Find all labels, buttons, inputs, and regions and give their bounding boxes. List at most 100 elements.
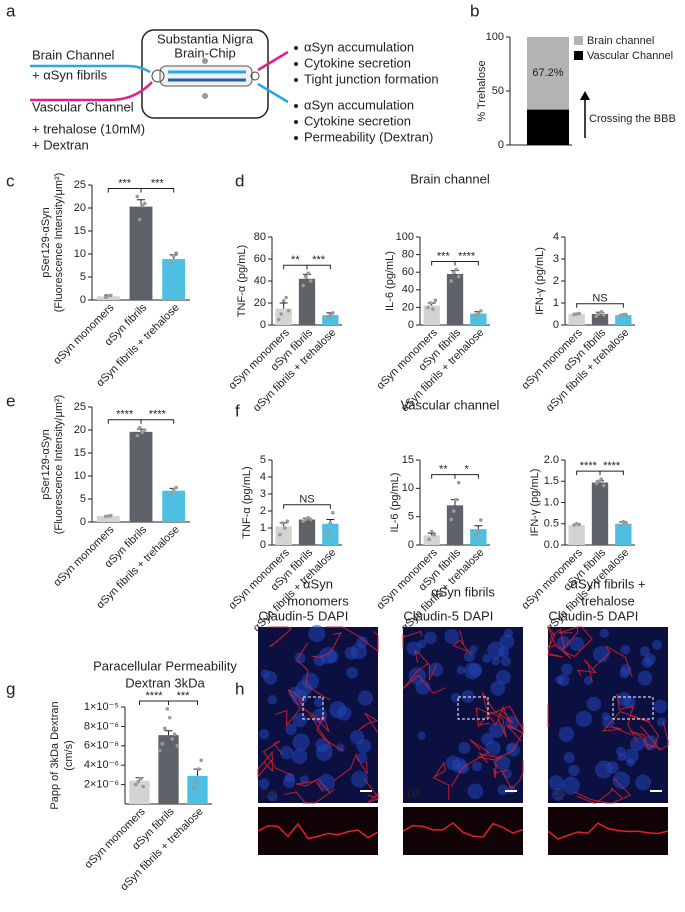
nucleus [350,729,365,745]
nucleus [619,667,630,679]
data-point [594,481,599,486]
nucleus [583,676,593,685]
data-point [301,283,306,288]
significance-bracket [140,188,175,193]
junction [450,739,490,788]
bar [298,278,316,325]
nucleus [315,744,333,761]
junction [402,630,423,649]
nucleus [258,778,270,790]
nucleus [444,629,460,645]
data-point [331,510,335,515]
nucleus [652,640,662,650]
data-point [172,732,177,736]
significance-bracket [599,470,624,476]
nucleus [456,665,466,675]
nucleus [557,674,570,687]
panel-label: g [6,679,15,698]
nucleus [317,774,335,792]
y-tick-label: 5 [408,511,414,523]
y-tick-label: 20 [402,301,414,313]
nucleus [561,663,573,676]
nucleus [635,774,651,791]
data-point [109,293,113,298]
data-point [427,537,431,542]
y-tick-label: 0 [260,539,266,551]
significance-label: ** [291,254,300,266]
significance-label: *** [177,690,191,702]
nucleus [615,746,626,757]
nucleus [601,712,610,721]
junction [358,712,379,734]
junction [414,649,438,681]
readout: αSyn accumulation [304,39,414,54]
vascular-inlet [30,81,153,102]
significance-bracket [576,303,624,308]
nucleus [548,775,564,791]
data-point [281,299,286,303]
nucleus [346,666,359,679]
data-point [169,261,173,266]
y-axis-label: Papp of 3kDa Dextran [49,701,61,809]
input-label: Brain Channel [32,47,114,62]
nucleus [620,644,631,655]
bullet [294,104,298,108]
significance-bracket [140,419,175,424]
nucleus [656,717,667,727]
data-point [594,314,599,319]
bar [615,523,632,545]
data-point [449,517,454,522]
nucleus [563,752,575,764]
nucleus [260,669,270,679]
significance-label: *** [151,177,165,189]
readout: αSyn accumulation [304,97,414,112]
nucleus [551,787,565,801]
counterstain-label: DAPI [463,608,493,623]
junction [500,759,524,790]
column-title: αSyn fibrils + [570,576,645,591]
nucleus [424,631,437,645]
junction [296,778,331,794]
readout: Cytokine secretion [304,113,411,128]
bar [298,519,316,545]
bullet [294,62,298,66]
y-tick-label: 6×10⁻⁶ [84,740,119,752]
y-tick-label: 0 [553,319,559,331]
y-tick-label: 1.0 [544,496,559,508]
roi-box [302,696,324,720]
data-point [328,313,333,317]
nucleus [450,692,461,703]
error-bar [474,525,483,530]
data-point [142,201,147,206]
data-point [451,509,456,513]
significance-label: **** [458,250,476,262]
junction [576,787,623,804]
data-point [170,737,175,741]
panel-label: c [6,171,15,190]
y-tick-label: 8×10⁻⁶ [84,720,119,732]
data-point [596,312,601,316]
annotation-arrowhead [580,91,590,100]
junction [547,703,550,727]
y-tick-label: 0 [80,516,86,528]
data-point [476,311,481,316]
bar [162,490,186,522]
significance-label: *** [312,254,326,266]
y-tick-label: 100 [396,231,414,243]
y-axis-label: pSer129-αSyn [40,429,52,500]
bar-segment [527,37,569,110]
data-point [280,521,285,525]
data-point [454,497,459,502]
panel-label: f [235,401,240,420]
legend-swatch [574,51,583,60]
data-point [577,522,581,527]
y-axis-label: IL-6 (pg/mL) [384,251,396,311]
y-tick-label: 0.5 [544,518,559,530]
y-tick-label: 1×10⁻⁵ [84,701,119,713]
nucleus [471,761,483,772]
significance-label: *** [437,250,451,262]
y-tick-label: 80 [402,249,414,261]
y-tick-label: 40 [254,275,266,287]
nucleus [357,690,374,706]
nucleus [292,713,307,728]
